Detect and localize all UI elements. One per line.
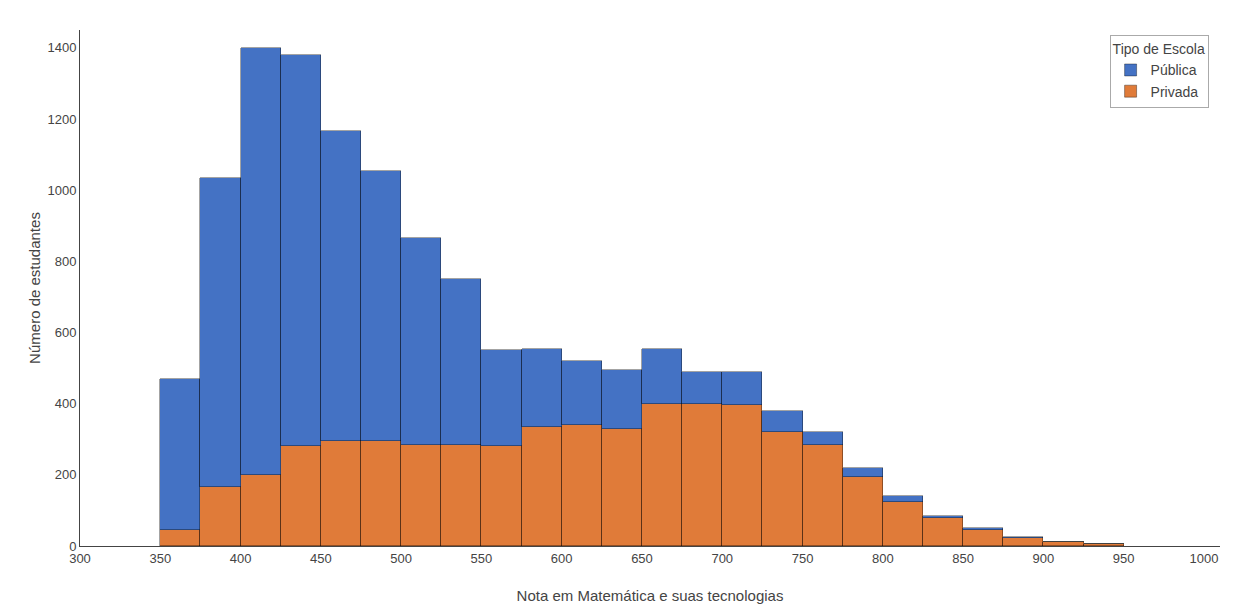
svg-text:1000: 1000 [1189,551,1218,566]
svg-text:600: 600 [55,325,77,340]
svg-text:450: 450 [310,551,332,566]
svg-text:Privada: Privada [1151,84,1199,100]
svg-text:400: 400 [230,551,252,566]
svg-text:750: 750 [792,551,814,566]
svg-text:500: 500 [390,551,412,566]
svg-text:0: 0 [69,539,76,554]
svg-text:850: 850 [952,551,974,566]
svg-text:900: 900 [1033,551,1055,566]
svg-text:Número de estudantes: Número de estudantes [26,212,43,364]
svg-text:700: 700 [711,551,733,566]
svg-text:550: 550 [471,551,493,566]
svg-text:800: 800 [872,551,894,566]
svg-text:950: 950 [1113,551,1135,566]
svg-text:300: 300 [69,551,91,566]
svg-text:400: 400 [55,396,77,411]
svg-text:600: 600 [551,551,573,566]
svg-text:Nota em Matemática e suas tecn: Nota em Matemática e suas tecnologias [517,587,784,604]
svg-text:Pública: Pública [1151,62,1197,78]
svg-text:350: 350 [149,551,171,566]
svg-text:Tipo de Escola: Tipo de Escola [1113,41,1205,57]
svg-text:650: 650 [631,551,653,566]
svg-text:1200: 1200 [47,112,76,127]
svg-text:200: 200 [55,467,77,482]
svg-text:1000: 1000 [47,183,76,198]
svg-text:1400: 1400 [47,40,76,55]
svg-text:800: 800 [55,254,77,269]
